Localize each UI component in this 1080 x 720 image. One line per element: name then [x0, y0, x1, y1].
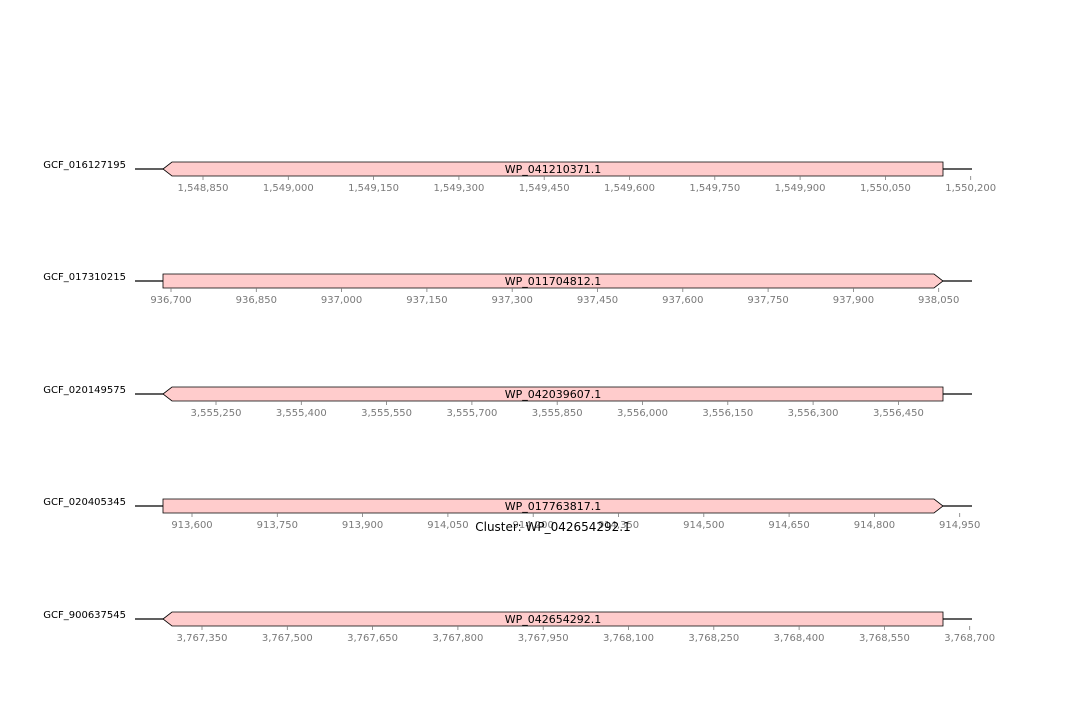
axis-tick-label: 1,548,850 [178, 183, 229, 194]
genome-label: GCF_017310215 [43, 272, 126, 283]
axis-tick-label: 3,556,300 [788, 408, 839, 419]
axis-tick-label: 913,900 [342, 520, 383, 531]
axis-tick-label: 3,555,850 [532, 408, 583, 419]
genome-label: GCF_900637545 [43, 610, 126, 621]
axis-tick-label: 1,549,600 [604, 183, 655, 194]
axis-tick-label: 914,200 [513, 520, 554, 531]
genome-track: GCF_016127195 WP_041210371.1 1,548,850 1,54… [43, 160, 996, 194]
tracks-layer: GCF_016127195 WP_041210371.1 1,548,850 1,54… [43, 160, 996, 644]
axis-tick-label: 937,900 [833, 295, 874, 306]
axis-tick-label: 3,768,550 [859, 633, 910, 644]
axis-tick-label: 937,000 [321, 295, 362, 306]
axis-tick-label: 3,555,700 [446, 408, 497, 419]
axis-tick-label: 3,768,250 [688, 633, 739, 644]
axis-tick-label: 3,556,150 [702, 408, 753, 419]
axis-tick-label: 3,555,400 [276, 408, 327, 419]
gene-arrow[interactable] [162, 498, 944, 514]
gene-arrow[interactable] [162, 611, 944, 627]
axis-tick-label: 1,549,300 [433, 183, 484, 194]
axis-tick-label: 3,768,700 [944, 633, 995, 644]
axis-tick-label: 3,556,450 [873, 408, 924, 419]
gene-label: WP_042039607.1 [505, 388, 602, 401]
axis-tick-label: 3,767,500 [262, 633, 313, 644]
gene-arrow[interactable] [162, 273, 944, 289]
gene-arrow[interactable] [162, 386, 944, 402]
axis-tick-label: 1,549,750 [689, 183, 740, 194]
figure-title: Cluster: WP_042654292.1 [475, 520, 631, 534]
axis-tick-label: 914,950 [939, 520, 980, 531]
genome-label: GCF_020405345 [43, 497, 126, 508]
genome-track: GCF_020149575 WP_042039607.1 3,555,250 3,55… [43, 385, 972, 419]
axis-tick-label: 1,549,900 [775, 183, 826, 194]
axis-tick-label: 3,556,000 [617, 408, 668, 419]
gene-arrow[interactable] [162, 161, 944, 177]
gene-label: WP_041210371.1 [505, 163, 602, 176]
axis-tick-label: 937,600 [662, 295, 703, 306]
axis-tick-label: 938,050 [918, 295, 959, 306]
axis-tick-label: 914,500 [683, 520, 724, 531]
axis-tick-label: 3,767,350 [177, 633, 228, 644]
axis-tick-label: 914,350 [598, 520, 639, 531]
axis-tick-label: 1,550,200 [945, 183, 996, 194]
axis-tick-label: 3,767,800 [432, 633, 483, 644]
gene-label: WP_042654292.1 [505, 613, 602, 626]
axis-tick-label: 1,549,150 [348, 183, 399, 194]
genome-track: GCF_900637545 WP_042654292.1 3,767,350 3,76… [43, 610, 995, 644]
axis-tick-label: 3,767,950 [518, 633, 569, 644]
genome-label: GCF_016127195 [43, 160, 126, 171]
axis-tick-label: 3,768,100 [603, 633, 654, 644]
axis-tick-label: 913,750 [257, 520, 298, 531]
axis-tick-label: 1,549,000 [263, 183, 314, 194]
axis-tick-label: 913,600 [171, 520, 212, 531]
axis-tick-label: 914,800 [854, 520, 895, 531]
axis-tick-label: 3,555,550 [361, 408, 412, 419]
genome-track: GCF_020405345 WP_017763817.1 913,600 913,75… [43, 497, 980, 531]
axis-tick-label: 3,768,400 [774, 633, 825, 644]
axis-tick-label: 1,549,450 [519, 183, 570, 194]
axis-tick-label: 937,150 [406, 295, 447, 306]
axis-tick-label: 914,650 [768, 520, 809, 531]
genome-track: GCF_017310215 WP_011704812.1 936,700 936,85… [43, 272, 972, 306]
axis-tick-label: 914,050 [427, 520, 468, 531]
axis-tick-label: 937,450 [577, 295, 618, 306]
gene-label: WP_011704812.1 [505, 275, 602, 288]
axis-tick-label: 936,700 [150, 295, 191, 306]
axis-tick-label: 936,850 [236, 295, 277, 306]
axis-tick-label: 937,750 [747, 295, 788, 306]
axis-tick-label: 937,300 [492, 295, 533, 306]
axis-tick-label: 3,767,650 [347, 633, 398, 644]
axis-tick-label: 3,555,250 [191, 408, 242, 419]
gene-label: WP_017763817.1 [505, 500, 602, 513]
axis-tick-label: 1,550,050 [860, 183, 911, 194]
genome-label: GCF_020149575 [43, 385, 126, 396]
